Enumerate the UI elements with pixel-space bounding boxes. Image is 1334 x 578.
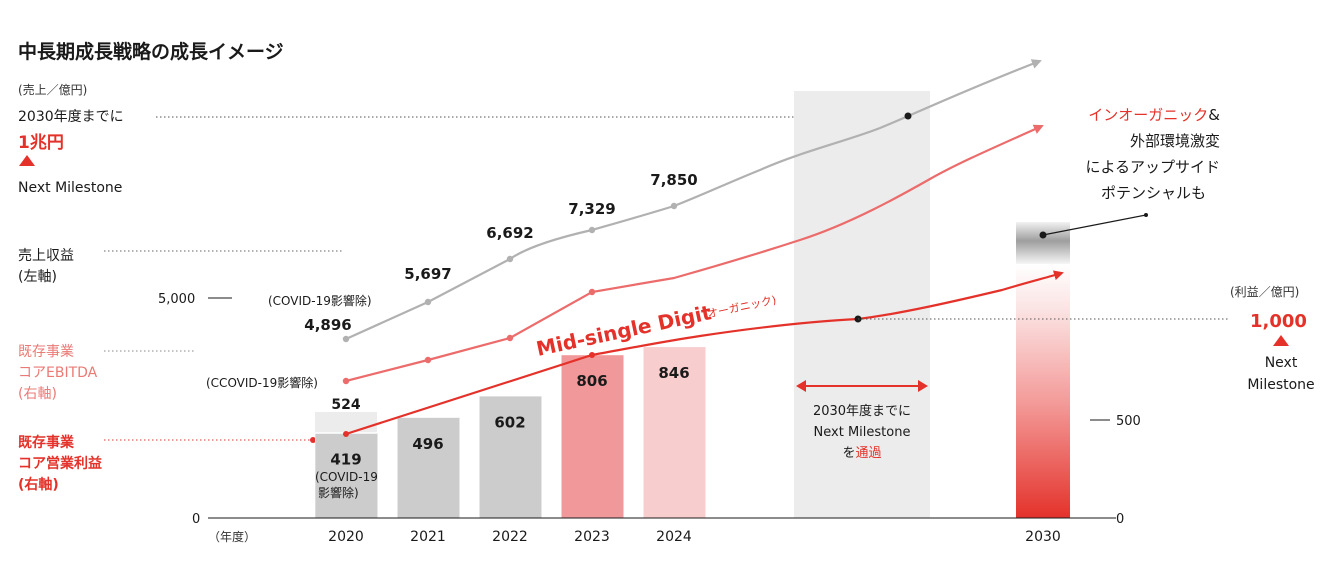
bar-2020-total-value: 524 bbox=[331, 397, 360, 413]
upside-line3: によるアップサイド bbox=[1085, 158, 1220, 176]
ebitda-point-2023 bbox=[588, 288, 596, 296]
revenue-point-2023 bbox=[588, 226, 596, 234]
left-target-sub: Next Milestone bbox=[18, 180, 122, 196]
upside-pointer-dot bbox=[1039, 231, 1047, 239]
category-label-2030: 2030 bbox=[1025, 529, 1061, 545]
legend-revenue-line2: (左軸) bbox=[18, 269, 57, 285]
category-label-2024: 2024 bbox=[656, 529, 692, 545]
revenue-point-2021 bbox=[424, 298, 432, 306]
bar-value-2022: 602 bbox=[494, 413, 525, 431]
op-point-2020 bbox=[343, 431, 349, 437]
revenue-value-2022: 6,692 bbox=[486, 224, 533, 242]
band-text-line3-red: 通過 bbox=[856, 446, 882, 461]
bar-2021 bbox=[397, 417, 460, 518]
right-axis-unit: (利益／億円) bbox=[1230, 285, 1299, 299]
revenue-value-2020: 4,896 bbox=[304, 316, 351, 334]
year-unit: （年度） bbox=[208, 529, 256, 544]
covid-op-note-2: 影響除) bbox=[318, 485, 359, 500]
bar-2022 bbox=[479, 396, 542, 518]
bar-2024 bbox=[643, 347, 706, 518]
ebitda-point-2021 bbox=[424, 356, 432, 364]
upside-line4: ポテンシャルも bbox=[1101, 184, 1206, 202]
legend-op-line3: (右軸) bbox=[18, 476, 59, 493]
legend-revenue-line1: 売上収益 bbox=[18, 248, 74, 264]
right-target-sub1: Next bbox=[1265, 355, 1298, 371]
upside-amp: & bbox=[1208, 106, 1220, 124]
band-text-line3: を通過 bbox=[842, 446, 881, 461]
ebitda-line bbox=[345, 124, 1044, 383]
left-target-prefix: 2030年度までに bbox=[18, 109, 124, 125]
bar-value-2021: 496 bbox=[412, 435, 443, 453]
band-arrow-left-icon bbox=[796, 380, 806, 392]
bar-value-2023: 806 bbox=[576, 372, 607, 390]
bar-value-2024: 846 bbox=[658, 364, 689, 382]
legend-ebitda-line3: (右軸) bbox=[18, 386, 57, 402]
covid-revenue-note: (COVID-19影響除) bbox=[268, 293, 372, 308]
right-target-up-icon bbox=[1273, 335, 1289, 346]
band-text-line3-pre: を bbox=[842, 446, 855, 461]
revenue-point-2020 bbox=[342, 335, 350, 343]
ebitda-point-2020 bbox=[342, 377, 350, 385]
category-label-2020: 2020 bbox=[328, 529, 364, 545]
upside-line1: インオーガニック& bbox=[1088, 106, 1220, 124]
upside-line2: 外部環境激変 bbox=[1130, 132, 1220, 150]
category-label-2021: 2021 bbox=[410, 529, 446, 545]
bar-2023 bbox=[561, 355, 624, 518]
op-line bbox=[345, 270, 1064, 436]
revenue-point-2022 bbox=[506, 255, 514, 263]
revenue-value-2021: 5,697 bbox=[404, 265, 451, 283]
category-label-2023: 2023 bbox=[574, 529, 610, 545]
right-tick-0: 0 bbox=[1116, 512, 1124, 527]
left-target-up-icon bbox=[19, 155, 35, 166]
left-tick-0: 0 bbox=[192, 512, 200, 527]
ebitda-point-2022 bbox=[506, 334, 514, 342]
milestone-band bbox=[794, 91, 930, 518]
bar-2030-gradient bbox=[1016, 264, 1070, 518]
covid-ebitda-note: (CCOVID-19影響除) bbox=[206, 375, 318, 390]
right-target-sub2: Milestone bbox=[1247, 377, 1314, 393]
bar-2030-top bbox=[1016, 222, 1070, 264]
revenue-target-point bbox=[904, 112, 912, 120]
band-text-line2: Next Milestone bbox=[814, 425, 911, 440]
revenue-line bbox=[345, 59, 1042, 341]
revenue-value-2024: 7,850 bbox=[650, 171, 697, 189]
op-point-2023 bbox=[589, 352, 595, 358]
upside-pointer-end bbox=[1144, 213, 1148, 217]
band-text-line1: 2030年度までに bbox=[813, 403, 911, 419]
covid-op-note-1: (COVID-19 bbox=[315, 470, 378, 484]
revenue-point-2024 bbox=[670, 202, 678, 210]
bar-value-2020: 419 bbox=[330, 450, 361, 468]
left-axis-unit: (売上／億円) bbox=[18, 82, 87, 97]
legend-ebitda-line2: コアEBITDA bbox=[18, 365, 98, 381]
organic-small: (オーガニック) bbox=[702, 293, 778, 321]
category-label-2022: 2022 bbox=[492, 529, 528, 545]
bar-2020 bbox=[315, 433, 378, 518]
legend-op-line1: 既存事業 bbox=[18, 434, 75, 451]
legend-ebitda-line1: 既存事業 bbox=[18, 344, 74, 360]
chart-title: 中長期成長戦略の成長イメージ bbox=[18, 40, 284, 63]
right-tick-500: 500 bbox=[1116, 414, 1141, 429]
left-tick-5000: 5,000 bbox=[158, 292, 195, 307]
revenue-value-2023: 7,329 bbox=[568, 200, 615, 218]
legend-op-dot bbox=[310, 437, 316, 443]
upside-pointer bbox=[1042, 214, 1147, 236]
right-target-value: 1,000 bbox=[1250, 311, 1307, 332]
left-target-value: 1兆円 bbox=[18, 133, 64, 153]
upside-red: インオーガニック bbox=[1088, 106, 1208, 124]
legend-op-line2: コア営業利益 bbox=[18, 455, 102, 472]
band-arrow-right-icon bbox=[918, 380, 928, 392]
